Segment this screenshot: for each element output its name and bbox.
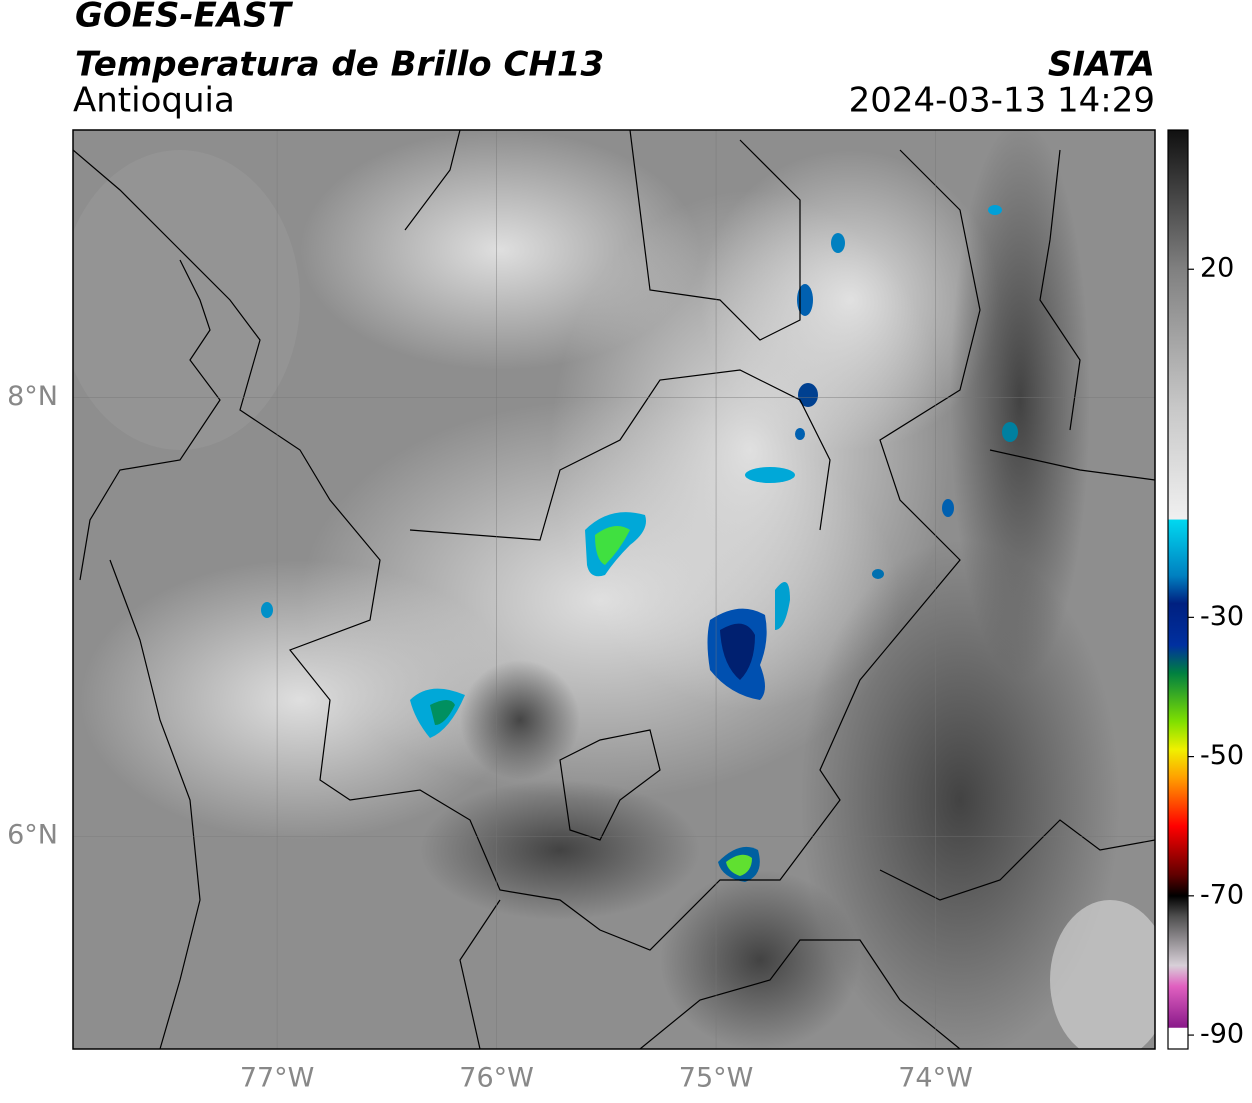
map-frame bbox=[72, 129, 1156, 1050]
colorbar: 20 -30 -50 -70 -90 bbox=[1167, 129, 1244, 1050]
satellite-image bbox=[73, 130, 1155, 1049]
cloud-cells bbox=[261, 205, 1018, 882]
x-tick-label: 75°W bbox=[679, 1063, 754, 1094]
colorbar-tick-label: -50 bbox=[1200, 740, 1244, 771]
colorbar-fill bbox=[1167, 129, 1189, 1050]
y-tick-label: 8°N bbox=[7, 381, 58, 412]
region: Antioquia bbox=[73, 81, 235, 121]
y-tick-label: 6°N bbox=[7, 820, 58, 851]
colorbar-tick-label: -30 bbox=[1200, 601, 1244, 632]
colorbar-tick-label: -70 bbox=[1200, 879, 1244, 910]
boundaries bbox=[73, 130, 1155, 1049]
colorbar-tick-label: 20 bbox=[1200, 253, 1234, 284]
title: GOES-EAST bbox=[75, 0, 294, 36]
source: SIATA bbox=[1048, 45, 1155, 85]
x-tick-label: 77°W bbox=[240, 1063, 315, 1094]
x-tick-label: 76°W bbox=[459, 1063, 534, 1094]
axes: 77°W 76°W 75°W 74°W 8°N 6°N bbox=[7, 381, 973, 1093]
x-tick-label: 74°W bbox=[898, 1063, 973, 1094]
subtitle: Temperatura de Brillo CH13 bbox=[75, 45, 604, 85]
colorbar-tick-label: -90 bbox=[1200, 1019, 1244, 1050]
grid bbox=[73, 130, 1155, 1049]
timestamp: 2024-03-13 14:29 bbox=[849, 81, 1155, 121]
